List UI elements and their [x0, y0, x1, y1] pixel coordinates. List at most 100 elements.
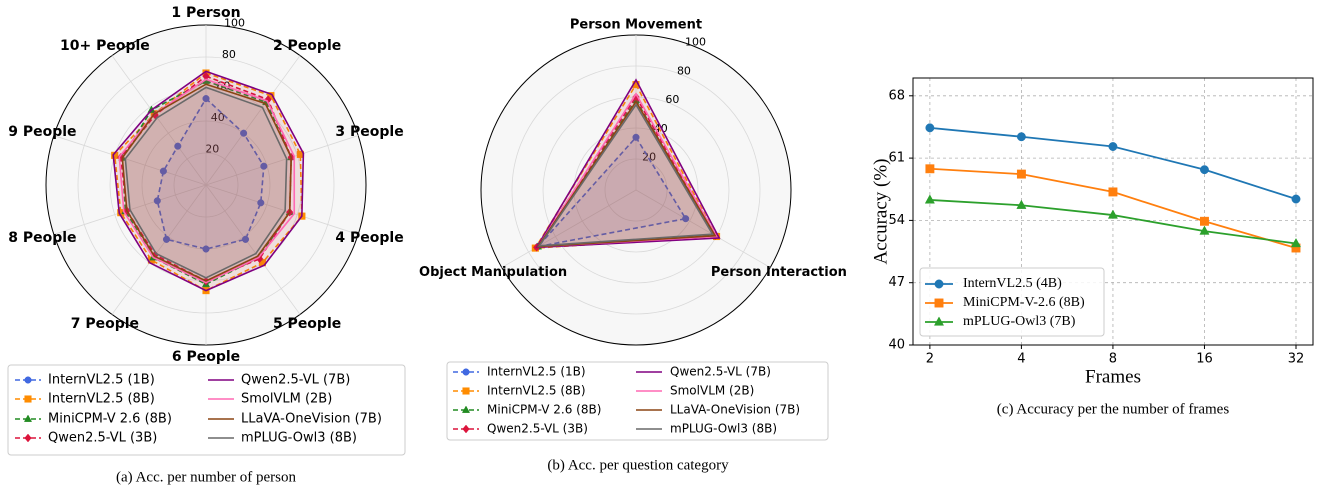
- marker: [461, 405, 471, 413]
- legend-label: LLaVA-OneVision (7B): [670, 403, 800, 417]
- y-tick-label: 54: [888, 213, 905, 228]
- r-tick-label: 80: [677, 64, 691, 77]
- marker: [257, 199, 265, 207]
- marker: [924, 194, 935, 204]
- x-tick-label: 8: [1109, 352, 1117, 367]
- series-area: [537, 103, 714, 247]
- category-label: Person Movement: [570, 18, 702, 33]
- category-label: 4 People: [335, 230, 403, 246]
- legend-box: [7, 364, 406, 456]
- marker: [925, 123, 935, 133]
- r-tick-label: 80: [222, 48, 236, 61]
- r-tick-label: 40: [211, 111, 225, 124]
- marker: [1016, 169, 1026, 179]
- marker: [202, 95, 210, 103]
- marker: [934, 298, 944, 308]
- x-tick-label: 32: [1288, 352, 1305, 367]
- legend-label: MiniCPM-V-2.6 (8B): [963, 295, 1085, 310]
- marker: [24, 376, 32, 384]
- marker: [933, 316, 945, 326]
- legend-label: InternVL2.5 (1B): [48, 373, 155, 388]
- y-tick-label: 47: [888, 275, 905, 290]
- marker: [24, 395, 32, 403]
- category-label: 8 People: [8, 230, 76, 246]
- series-area: [118, 78, 296, 284]
- y-tick-label: 61: [888, 151, 905, 166]
- series-area: [124, 86, 288, 279]
- category-label: 1 Person: [171, 5, 240, 21]
- marker: [1016, 132, 1026, 142]
- caption: (b) Acc. per question category: [547, 457, 729, 473]
- legend-label: mPLUG-Owl3 (7B): [963, 314, 1076, 329]
- category-label: 6 People: [172, 349, 240, 365]
- legend-label: LLaVA-OneVision (7B): [241, 412, 382, 427]
- marker: [934, 279, 944, 289]
- spoke: [111, 55, 207, 186]
- spoke: [111, 184, 207, 315]
- r-tick-label: 100: [224, 16, 245, 29]
- y-tick-label: 68: [888, 88, 905, 103]
- series-area: [121, 83, 293, 282]
- marker: [1291, 194, 1301, 204]
- legend-label: InternVL2.5 (8B): [487, 384, 586, 398]
- series-area: [535, 78, 721, 249]
- legend-label: SmolVLM (2B): [670, 384, 754, 398]
- marker: [925, 164, 935, 174]
- marker: [462, 368, 470, 376]
- category-label: Object Manipulation: [419, 265, 567, 280]
- marker: [1108, 187, 1118, 197]
- marker: [23, 414, 33, 422]
- legend-label: Qwen2.5-VL (3B): [48, 431, 157, 446]
- marker: [462, 424, 470, 434]
- spoke: [501, 189, 637, 268]
- r-tick-label: 60: [665, 93, 679, 106]
- marker: [1199, 225, 1210, 235]
- category-label: 5 People: [273, 316, 341, 332]
- marker: [240, 129, 248, 137]
- caption: (c) Accuracy per the number of frames: [997, 401, 1230, 417]
- marker: [1200, 165, 1209, 175]
- x-tick-label: 4: [1017, 352, 1025, 367]
- spoke: [205, 184, 301, 315]
- marker: [24, 433, 32, 443]
- marker: [162, 235, 171, 243]
- marker: [174, 142, 182, 150]
- legend-label: mPLUG-Owl3 (8B): [670, 422, 777, 436]
- legend-label: Qwen2.5-VL (7B): [241, 373, 350, 388]
- x-axis-label: Frames: [1085, 366, 1141, 387]
- marker: [462, 387, 470, 395]
- series-area: [156, 97, 265, 250]
- category-label: 7 People: [71, 316, 139, 332]
- legend-label: Qwen2.5-VL (7B): [670, 365, 771, 379]
- r-tick-label: 20: [205, 143, 219, 156]
- marker: [241, 235, 250, 243]
- category-label: 3 People: [335, 124, 403, 140]
- marker: [260, 162, 268, 170]
- legend-label: InternVL2.5 (8B): [48, 392, 155, 407]
- legend-box: [919, 267, 1105, 337]
- legend-label: Qwen2.5-VL (3B): [487, 422, 588, 436]
- r-tick-label: 100: [685, 36, 706, 49]
- category-label: 10+ People: [60, 38, 150, 54]
- marker: [159, 167, 167, 175]
- marker: [153, 197, 161, 205]
- spoke: [205, 55, 301, 186]
- marker: [682, 215, 690, 223]
- marker: [1200, 216, 1209, 226]
- legend-label: MiniCPM-V 2.6 (8B): [487, 403, 601, 417]
- legend-label: MiniCPM-V 2.6 (8B): [48, 412, 172, 427]
- marker: [1107, 209, 1118, 219]
- category-label: 2 People: [273, 38, 341, 54]
- marker: [1016, 199, 1027, 209]
- legend-label: InternVL2.5 (4B): [963, 276, 1062, 291]
- spoke: [635, 189, 771, 268]
- legend-label: InternVL2.5 (1B): [487, 365, 586, 379]
- marker: [1290, 237, 1302, 248]
- legend-box: [446, 361, 829, 441]
- y-axis-label: Accuracy (%): [870, 158, 891, 264]
- spoke: [53, 135, 207, 186]
- legend-label: SmolVLM (2B): [241, 392, 332, 407]
- x-tick-label: 2: [926, 352, 934, 367]
- series-area: [112, 70, 305, 292]
